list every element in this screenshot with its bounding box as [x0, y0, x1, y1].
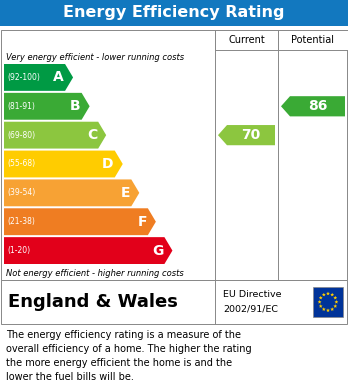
Polygon shape	[322, 293, 326, 296]
Text: D: D	[102, 157, 114, 171]
Polygon shape	[4, 208, 156, 235]
Text: 2002/91/EC: 2002/91/EC	[223, 305, 278, 314]
Text: (55-68): (55-68)	[7, 160, 35, 169]
Text: The energy efficiency rating is a measure of the
overall efficiency of a home. T: The energy efficiency rating is a measur…	[6, 330, 252, 382]
Text: F: F	[137, 215, 147, 229]
Polygon shape	[319, 304, 323, 308]
Text: (81-91): (81-91)	[7, 102, 35, 111]
Polygon shape	[330, 293, 334, 296]
Polygon shape	[281, 96, 345, 117]
Text: Potential: Potential	[292, 35, 334, 45]
Bar	[215, 30, 278, 50]
Text: EU Directive: EU Directive	[223, 290, 282, 299]
Polygon shape	[333, 296, 337, 300]
Text: Not energy efficient - higher running costs: Not energy efficient - higher running co…	[6, 269, 184, 278]
Text: (39-54): (39-54)	[7, 188, 35, 197]
Text: England & Wales: England & Wales	[8, 293, 178, 311]
Polygon shape	[319, 296, 323, 300]
Text: 86: 86	[308, 99, 327, 113]
Text: 70: 70	[242, 128, 261, 142]
Polygon shape	[322, 307, 326, 311]
Polygon shape	[4, 122, 106, 149]
Text: (1-20): (1-20)	[7, 246, 30, 255]
Polygon shape	[4, 237, 172, 264]
Text: C: C	[87, 128, 97, 142]
Text: (21-38): (21-38)	[7, 217, 35, 226]
Bar	[313, 287, 343, 317]
Bar	[0, 0, 348, 26]
Text: (69-80): (69-80)	[7, 131, 35, 140]
Bar	[1, 30, 347, 280]
Polygon shape	[326, 308, 330, 312]
Text: A: A	[53, 70, 64, 84]
Polygon shape	[333, 304, 337, 308]
Text: B: B	[70, 99, 81, 113]
Polygon shape	[218, 125, 275, 145]
Bar	[278, 30, 348, 50]
Text: E: E	[121, 186, 130, 200]
Text: (92-100): (92-100)	[7, 73, 40, 82]
Bar	[1, 280, 347, 324]
Polygon shape	[4, 179, 139, 206]
Polygon shape	[326, 292, 330, 295]
Polygon shape	[4, 93, 90, 120]
Polygon shape	[318, 300, 322, 304]
Text: Current: Current	[228, 35, 265, 45]
Text: Energy Efficiency Rating: Energy Efficiency Rating	[63, 5, 285, 20]
Polygon shape	[4, 151, 123, 178]
Text: G: G	[152, 244, 164, 258]
Polygon shape	[4, 64, 73, 91]
Polygon shape	[334, 300, 338, 304]
Polygon shape	[330, 307, 334, 311]
Text: Very energy efficient - lower running costs: Very energy efficient - lower running co…	[6, 52, 184, 61]
